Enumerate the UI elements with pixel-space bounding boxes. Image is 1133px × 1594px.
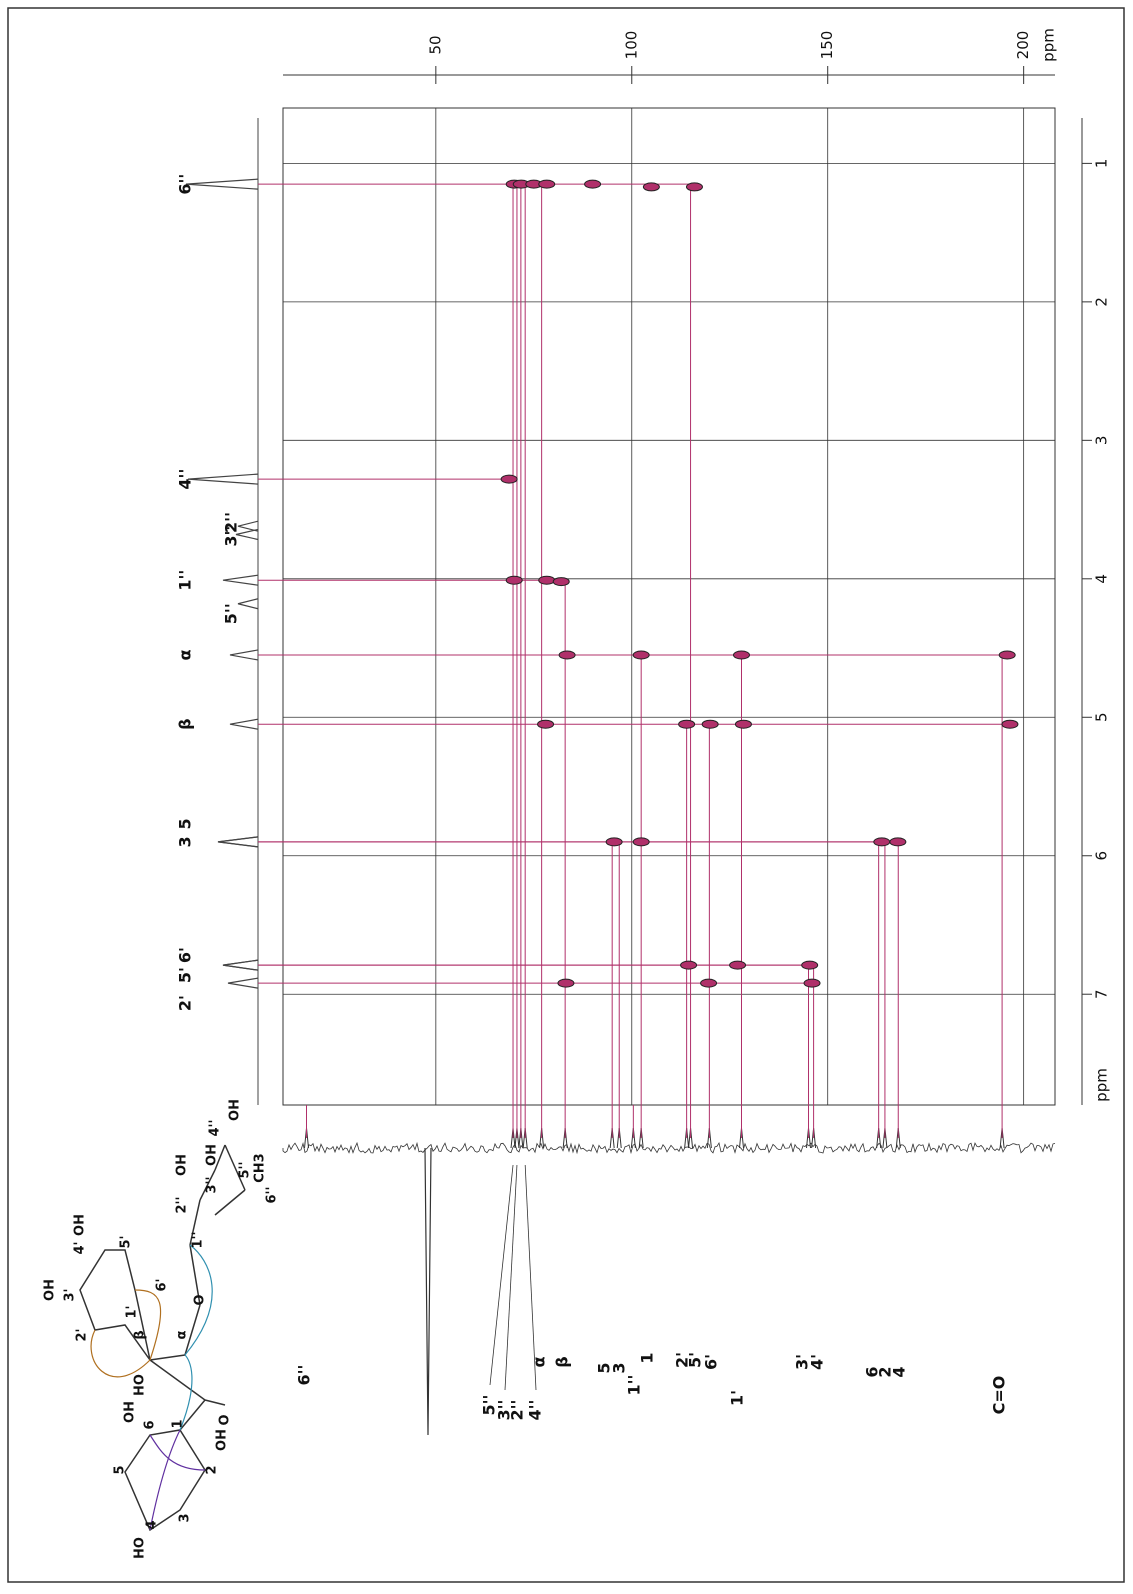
structure-label: HO [133,1374,148,1396]
structure-label: 2'' [175,1196,190,1213]
cross-peak [804,979,820,987]
h-signal-label: 2' [176,995,195,1011]
c-signal-label: 6'' [295,1365,314,1386]
c-signal-label: 1' [728,1390,747,1406]
h-signal-label: α [176,649,195,660]
cross-peak [633,651,649,659]
x-tick-label: 150 [818,31,836,60]
x-tick-label: 50 [426,35,444,54]
structure-label: 5' [119,1235,134,1248]
structure-label: 2 [205,1465,220,1474]
structure-label: OH [123,1401,138,1423]
structure-label: 5'' [238,1161,253,1178]
h-signal-label: 5'' [222,603,241,624]
structure-label: 4 [145,1520,160,1529]
y-tick-label: 4 [1093,574,1111,584]
structure-label: OH [43,1279,58,1301]
h-signal-label: 4'' [176,469,195,490]
cross-peak [686,183,702,191]
structure-label: β [133,1330,148,1339]
structure-label: OH [205,1144,220,1166]
c-signal-label: 4' [808,1354,827,1370]
structure-label: α [175,1330,190,1339]
structure-label: OH [73,1214,88,1236]
y-tick-label: 7 [1093,989,1111,999]
h-signal-label: 2'' [222,512,241,533]
y-tick-label: 2 [1093,297,1111,307]
structure-label: OH [228,1099,243,1121]
h-signal-label: β [176,718,195,729]
cross-peak [679,720,695,728]
cross-peak [585,180,601,188]
c-signal-label: 3 [610,1362,629,1373]
h-signal-label: 6'' [176,174,195,195]
cross-peak [539,180,555,188]
c-signal-label: α [530,1357,549,1368]
cross-peak [890,838,906,846]
structure-label: CH3 [253,1153,268,1182]
structure-label: 2' [75,1328,90,1341]
y-tick-label: 3 [1093,436,1111,446]
y-tick-label: 1 [1093,159,1111,169]
structure-label: 6'' [265,1186,280,1203]
structure-label: 1 [171,1419,186,1428]
cross-peak [553,578,569,586]
cross-peak [701,979,717,987]
structure-label: 6' [155,1278,170,1291]
structure-label: 3 [178,1513,193,1522]
c-signal-label: β [553,1356,572,1367]
structure-label: O [193,1294,208,1305]
structure-label: 3'' [205,1176,220,1193]
structure-label: 5 [113,1465,128,1474]
frame [8,8,1124,1582]
cross-peak [643,183,659,191]
cross-peak [681,961,697,969]
structure-label: 6 [143,1420,158,1429]
y-axis-label: ppm [1093,1068,1111,1102]
structure-label: 4' [73,1241,88,1254]
c-signal-label: 6' [702,1354,721,1370]
cross-peak [501,475,517,483]
h-signal-label: 5 [176,818,195,829]
structure-label: 3' [63,1288,78,1301]
structure-label: OH [215,1429,230,1451]
cross-peak [558,979,574,987]
cross-peak [1002,720,1018,728]
structure-label: OH [175,1154,190,1176]
cross-peak [999,651,1015,659]
cross-peak [506,576,522,584]
h-signal-label: 5' [176,967,195,983]
cross-peak [702,720,718,728]
cross-peak [874,838,890,846]
cross-peak [633,838,649,846]
cross-peak [606,838,622,846]
structure-label: HO [133,1537,148,1559]
cross-peak [802,961,818,969]
structure-label: 1'' [191,1231,206,1248]
y-tick-label: 5 [1093,713,1111,723]
c-signal-label: 1 [638,1352,657,1363]
c-signal-label: 4'' [526,1400,545,1421]
cross-peak [559,651,575,659]
h-signal-label: 3 [176,836,195,847]
cross-peak [538,720,554,728]
x-tick-label: 200 [1014,31,1032,60]
cross-peak [735,720,751,728]
c-signal-label: 1'' [625,1375,644,1396]
cross-peak [730,961,746,969]
h-signal-label: 6' [176,947,195,963]
x-tick-label: 100 [622,31,640,60]
structure-label: O [218,1414,233,1425]
h-signal-label: 1'' [176,570,195,591]
c-signal-label: C=O [990,1376,1009,1415]
c-signal-label: 4 [890,1366,909,1377]
structure-label: 4'' [208,1119,223,1136]
x-axis-label: ppm [1040,28,1058,62]
y-tick-label: 6 [1093,851,1111,861]
c-signal-label: 2'' [508,1400,527,1421]
cross-peak [733,651,749,659]
cross-peak [539,576,555,584]
structure-label: 1' [125,1305,140,1318]
